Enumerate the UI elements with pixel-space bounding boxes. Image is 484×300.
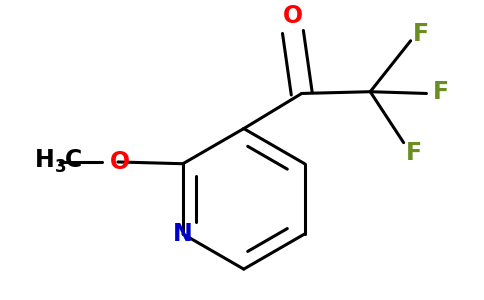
Text: F: F — [413, 22, 429, 46]
Text: F: F — [406, 141, 422, 165]
Text: O: O — [109, 150, 130, 174]
Text: F: F — [432, 80, 449, 104]
Text: H: H — [35, 148, 55, 172]
Text: N: N — [173, 222, 193, 246]
Text: O: O — [283, 4, 303, 28]
Text: 3: 3 — [55, 158, 66, 176]
Text: C: C — [65, 148, 82, 172]
